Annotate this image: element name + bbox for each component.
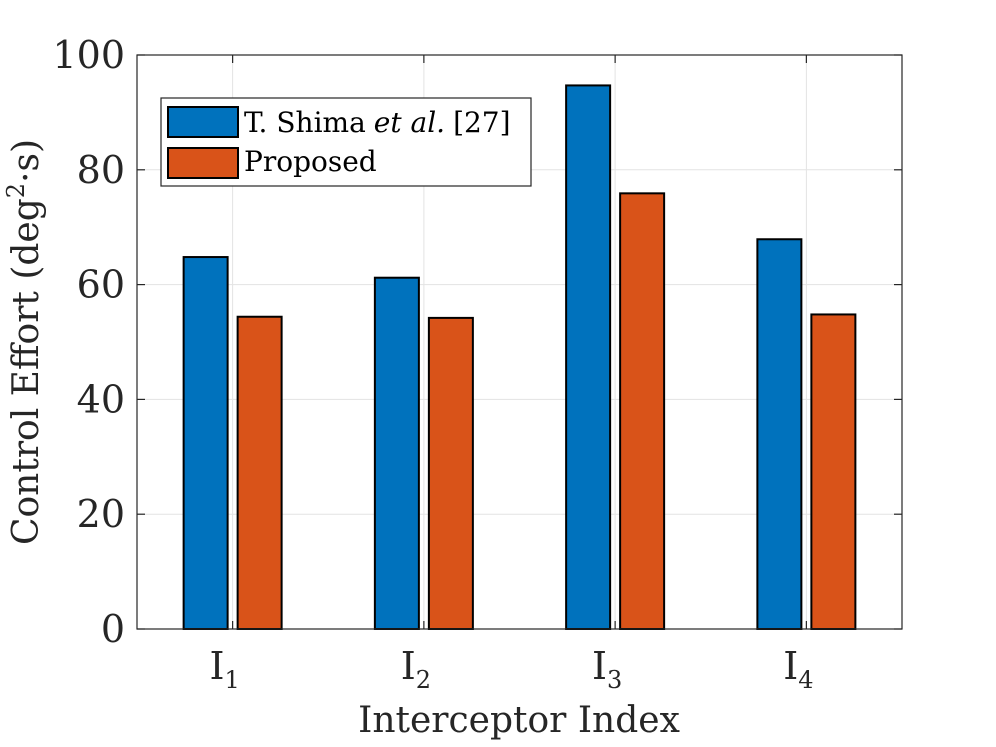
y-tick-label: 60: [77, 263, 125, 307]
bar-shima-2: [373, 276, 420, 630]
y-axis-title-suffix: ·s): [6, 139, 47, 183]
legend: T. Shima et al. [27] Proposed: [160, 97, 532, 187]
legend-label-shima-name: T. Shima: [244, 106, 366, 139]
bars-group: [182, 84, 857, 630]
legend-label-shima-ref: [27]: [453, 106, 510, 139]
x-axis-title: Interceptor Index: [358, 700, 680, 741]
plot-frame: [136, 54, 903, 630]
y-tick-label: 40: [77, 377, 125, 421]
legend-label-shima-italic: et al.: [374, 106, 445, 139]
x-tick-label: I1: [209, 644, 239, 694]
x-tick-label: I3: [592, 644, 622, 694]
bar-proposed-2: [427, 316, 474, 630]
legend-label-proposed: Proposed: [244, 145, 377, 178]
y-tick-label: 100: [52, 33, 125, 77]
bar-shima-3: [565, 84, 612, 630]
legend-swatch-shima: [167, 106, 239, 138]
bar-proposed-1: [236, 315, 283, 630]
y-axis-title-main: Control Effort (deg: [6, 198, 47, 545]
legend-label-shima: T. Shima et al. [27]: [244, 106, 511, 139]
y-tick-label: 80: [77, 148, 125, 192]
bar-shima-4: [756, 238, 803, 630]
bar-proposed-3: [619, 192, 666, 630]
y-axis-title-sup: 2: [2, 183, 30, 198]
y-tick-label: 0: [101, 607, 125, 651]
legend-swatch-proposed: [167, 147, 239, 179]
y-axis-ticks: 0 20 40 60 80 100: [52, 33, 902, 651]
bar-proposed-4: [810, 313, 857, 630]
x-tick-label: I4: [783, 644, 813, 694]
y-tick-label: 20: [77, 492, 125, 536]
bar-shima-1: [182, 256, 229, 630]
x-axis-ticks: I1 I2 I3 I4: [209, 55, 814, 694]
x-tick-label: I2: [401, 644, 431, 694]
y-axis-title: Control Effort (deg2·s): [2, 139, 47, 545]
